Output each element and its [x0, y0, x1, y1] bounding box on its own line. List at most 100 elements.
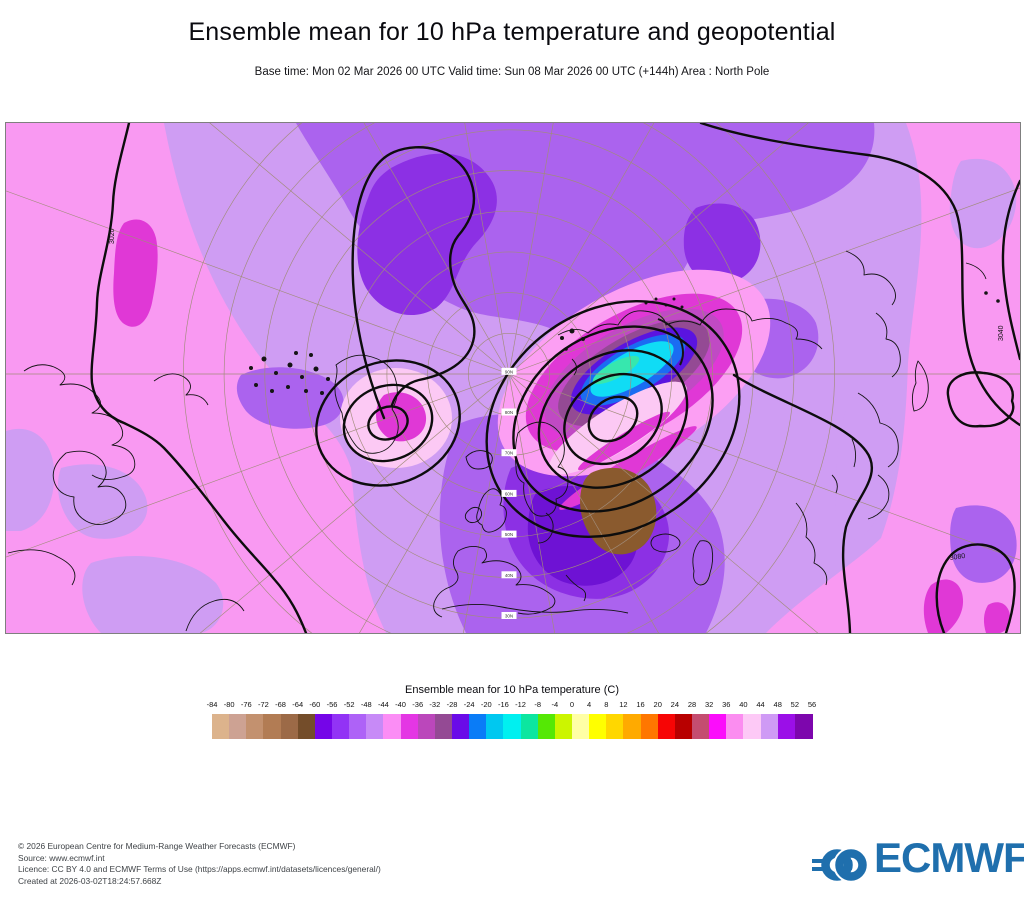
colorbar-cell	[743, 714, 762, 739]
colorbar-cell	[572, 714, 590, 739]
colorbar-cell	[777, 714, 796, 739]
map-panel: 3020 3040 3080 90N 80N 70N 60N 50N 40N 30N	[5, 122, 1021, 634]
magenta-anomaly-blobs	[113, 219, 1011, 633]
footer-line: Created at 2026-03-02T18:24:57.668Z	[18, 875, 162, 886]
colorbar-tick: 0	[569, 700, 575, 709]
colorbar-cell	[537, 714, 556, 739]
geopotential-contours: 3020 3040 3080	[90, 123, 1020, 633]
contour-label-east: 3040	[998, 325, 1005, 341]
colorbar-tick: -8	[534, 700, 542, 709]
colorbar-cell	[657, 714, 676, 739]
colorbar-tick: -68	[275, 700, 286, 709]
colorbar-tick: -36	[412, 700, 424, 709]
colorbar-cell	[554, 714, 573, 739]
svg-text:80N: 80N	[505, 410, 513, 415]
colorbar-tick: 24	[670, 700, 680, 709]
colorbar-tick: 16	[636, 700, 645, 709]
colorbar-tick: -16	[498, 700, 509, 709]
colorbar-title: Ensemble mean for 10 hPa temperature (C)	[405, 684, 619, 696]
colorbar-tick: 8	[604, 700, 609, 709]
contour-label-southeast: 3080	[949, 553, 966, 562]
colorbar-cell	[383, 714, 402, 739]
colorbar-cell	[332, 714, 350, 739]
colorbar-tick: -60	[309, 700, 321, 709]
contour-label-west: 3020	[109, 228, 116, 244]
colorbar-tick: -84	[206, 700, 218, 709]
colorbar-tick: 4	[587, 700, 592, 709]
colorbar	[212, 714, 813, 739]
svg-text:40N: 40N	[505, 573, 513, 578]
ecmwf-logo: ECMWF	[812, 834, 1024, 894]
colorbar-cell	[760, 714, 779, 739]
svg-text:90N: 90N	[505, 369, 513, 374]
latitude-labels: 90N 80N 70N 60N 50N 40N 30N	[501, 367, 517, 619]
colorbar-tick: -80	[223, 700, 235, 709]
colorbar-cell	[314, 714, 333, 739]
colorbar-tick: 48	[773, 700, 782, 709]
colorbar-cell	[246, 714, 265, 739]
colorbar-cell	[434, 714, 453, 739]
colorbar-tick: -52	[343, 700, 355, 709]
colorbar-cell	[709, 714, 727, 739]
colorbar-tick: 20	[653, 700, 662, 709]
colorbar-tick: -64	[292, 700, 304, 709]
colorbar-tick: -56	[326, 700, 338, 709]
colorbar-tick: 52	[790, 700, 800, 709]
colorbar-cell	[297, 714, 316, 739]
colorbar-cell	[726, 714, 745, 739]
colorbar-cell	[674, 714, 693, 739]
page-subtitle: Base time: Mon 02 Mar 2026 00 UTC Valid …	[254, 66, 770, 78]
colorbar-tick: -20	[480, 700, 492, 709]
colorbar-cell	[280, 714, 299, 739]
ecmwf-emblem-icon	[812, 847, 869, 883]
footer-attribution: © 2026 European Centre for Medium-Range …	[18, 841, 381, 887]
colorbar-tick: -12	[515, 700, 526, 709]
colorbar-cell	[229, 714, 247, 739]
colorbar-tick: -24	[463, 700, 475, 709]
coastlines	[7, 250, 1000, 632]
colorbar-cell	[520, 714, 539, 739]
footer-line: Source: www.ecmwf.int	[18, 852, 105, 863]
colorbar-tick: -28	[446, 700, 458, 709]
colorbar-tick: 36	[722, 700, 731, 709]
colorbar-tick: -4	[551, 700, 559, 709]
colorbar-cell	[263, 714, 282, 739]
colorbar-tick: 44	[756, 700, 765, 709]
svg-text:30N: 30N	[505, 614, 513, 619]
colorbar-cell	[366, 714, 385, 739]
colorbar-tick: -40	[395, 700, 406, 709]
colorbar-tick: 40	[739, 700, 748, 709]
colorbar-cell	[400, 714, 419, 739]
colorbar-cell	[469, 714, 487, 739]
colorbar-cell	[589, 714, 607, 739]
ecmwf-logo-text: ECMWF	[874, 834, 1024, 881]
colorbar-tick: 12	[619, 700, 628, 709]
colorbar-cell	[692, 714, 710, 739]
colorbar-cell	[623, 714, 642, 739]
svg-text:70N: 70N	[505, 451, 513, 456]
colorbar-cell	[486, 714, 505, 739]
footer-line: © 2026 European Centre for Medium-Range …	[18, 841, 296, 851]
colorbar-tick: -44	[378, 700, 389, 709]
colorbar-tick: -76	[240, 700, 252, 709]
colorbar-tick: 56	[807, 700, 817, 709]
colorbar-cell	[503, 714, 522, 739]
colorbar-tick-labels: -84 -80 -76 -72 -68 -64 -60 -56 -52 -48 -44 -40 -36-…	[207, 700, 817, 711]
page-title: Ensemble mean for 10 hPa temperature and…	[188, 18, 836, 46]
colorbar-cell	[349, 714, 367, 739]
colorbar-cell	[606, 714, 625, 739]
colorbar-cell	[452, 714, 470, 739]
colorbar-tick: -32	[429, 700, 441, 709]
colorbar-cell	[417, 714, 436, 739]
colorbar-tick: -72	[258, 700, 269, 709]
colorbar-cell	[794, 714, 813, 739]
weather-map: 3020 3040 3080 90N 80N 70N 60N 50N 40N 30N	[6, 123, 1020, 633]
footer-line: Licence: CC BY 4.0 and ECMWF Terms of Us…	[18, 864, 381, 875]
colorbar-cell	[640, 714, 659, 739]
cold-core-brown	[580, 467, 657, 555]
svg-text:60N: 60N	[505, 491, 513, 496]
colorbar-tick: 28	[687, 700, 697, 709]
svg-text:50N: 50N	[505, 532, 513, 537]
warm-anomaly-rings	[497, 269, 771, 555]
